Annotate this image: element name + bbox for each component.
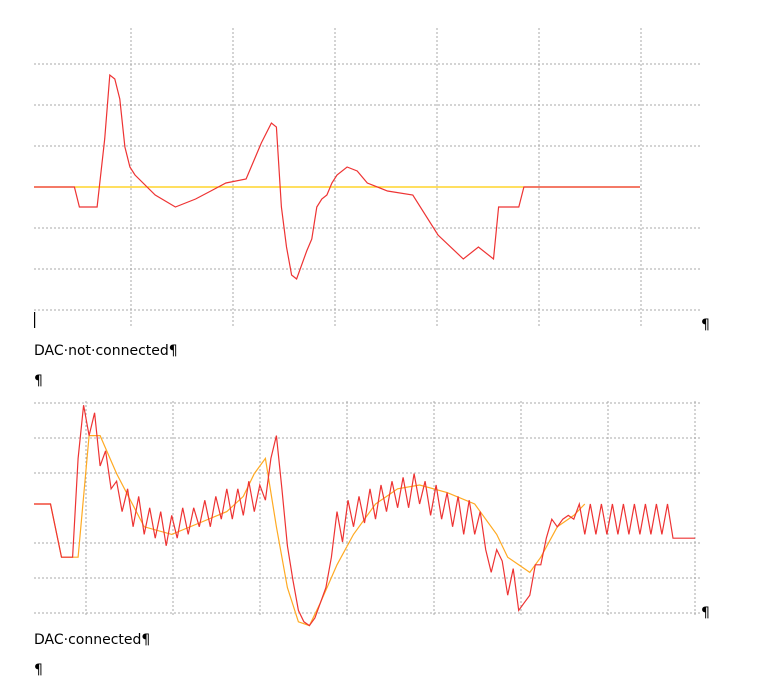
grid [34, 401, 700, 617]
measured-series-line [34, 73, 640, 280]
reference-series-line [34, 434, 586, 627]
empty-paragraph: ¶ [34, 373, 43, 389]
grid [34, 28, 700, 326]
caption-dac-not-connected: DAC·not·connected¶ [34, 343, 178, 359]
end-mark: ¶ [701, 605, 710, 621]
measured-series-line [34, 405, 695, 627]
chart-dac-not-connected [34, 28, 700, 328]
empty-paragraph: ¶ [34, 662, 43, 678]
end-mark: ¶ [701, 317, 710, 333]
text-cursor [34, 312, 36, 328]
caption-dac-connected: DAC·connected¶ [34, 632, 151, 648]
chart-dac-connected [34, 401, 700, 627]
